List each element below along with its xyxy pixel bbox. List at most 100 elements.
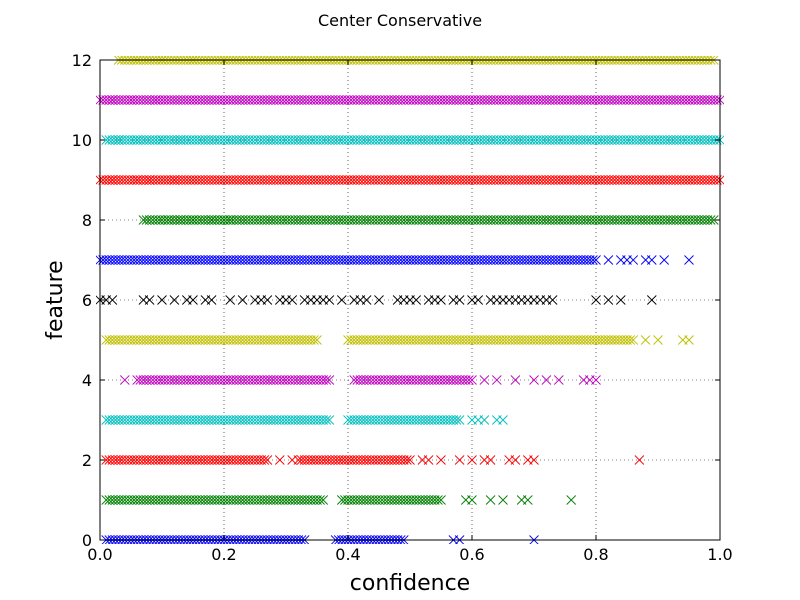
- series-feature-5: [101, 335, 694, 345]
- data-point: [188, 295, 198, 305]
- data-point: [132, 175, 143, 185]
- data-point: [321, 375, 332, 385]
- data-point: [646, 295, 657, 305]
- data-point: [157, 135, 167, 145]
- data-point: [309, 335, 319, 345]
- data-point: [510, 455, 521, 465]
- y-tick-label: 2: [82, 451, 92, 470]
- data-point: [529, 455, 539, 465]
- data-point: [510, 375, 521, 385]
- chart-title: Center Conservative: [318, 11, 482, 30]
- data-point: [646, 255, 657, 265]
- data-point: [324, 415, 335, 425]
- data-point: [485, 455, 496, 465]
- data-point: [467, 455, 477, 465]
- data-point: [113, 135, 124, 145]
- data-point: [522, 495, 533, 505]
- series-feature-9: [96, 175, 724, 185]
- data-point: [315, 495, 325, 505]
- series-feature-7: [96, 255, 694, 265]
- data-point: [634, 455, 645, 465]
- data-point: [126, 95, 136, 105]
- data-point: [553, 375, 564, 385]
- data-point: [603, 255, 614, 265]
- data-point: [157, 295, 167, 305]
- data-point: [318, 495, 329, 505]
- data-point: [454, 295, 465, 305]
- data-point: [225, 215, 236, 225]
- data-point: [615, 295, 626, 305]
- data-point: [287, 455, 298, 465]
- data-point: [336, 295, 347, 305]
- data-point: [467, 495, 477, 505]
- data-point: [541, 375, 552, 385]
- data-point: [479, 375, 490, 385]
- series-feature-8: [138, 215, 719, 225]
- y-tick-label: 10: [72, 131, 92, 150]
- data-point: [591, 295, 601, 305]
- data-point: [119, 375, 130, 385]
- data-point: [132, 135, 143, 145]
- y-tick-label: 6: [82, 291, 92, 310]
- data-point: [188, 215, 198, 225]
- data-point: [423, 455, 434, 465]
- series-feature-11: [96, 95, 724, 105]
- data-point: [324, 295, 335, 305]
- data-point: [591, 255, 601, 265]
- data-point: [479, 415, 490, 425]
- data-point: [175, 135, 186, 145]
- data-point: [529, 375, 539, 385]
- data-point: [262, 455, 273, 465]
- y-tick-label: 0: [82, 531, 92, 550]
- data-point: [659, 255, 670, 265]
- data-point: [708, 215, 719, 225]
- data-point: [324, 375, 335, 385]
- data-point: [321, 415, 332, 425]
- x-tick-label: 0.2: [211, 545, 236, 564]
- data-point: [206, 215, 217, 225]
- data-point: [566, 495, 577, 505]
- data-point: [274, 455, 285, 465]
- data-point: [225, 295, 236, 305]
- data-point: [603, 295, 614, 305]
- data-point: [402, 455, 412, 465]
- x-tick-label: 0.4: [335, 545, 360, 564]
- data-point: [498, 415, 508, 425]
- series-feature-4: [119, 375, 601, 385]
- data-point: [436, 495, 446, 505]
- data-point: [262, 295, 273, 305]
- data-point: [169, 175, 180, 185]
- data-point: [259, 455, 270, 465]
- data-point: [684, 255, 694, 265]
- data-point: [107, 95, 118, 105]
- data-point: [287, 295, 298, 305]
- x-tick-label: 0.6: [459, 545, 484, 564]
- data-point: [625, 335, 635, 345]
- x-tick-label: 0.8: [583, 545, 608, 564]
- data-point: [451, 415, 462, 425]
- data-point: [436, 295, 446, 305]
- series-feature-1: [101, 495, 577, 505]
- data-point: [405, 455, 415, 465]
- y-axis-label: feature: [43, 260, 68, 339]
- y-tick-label: 12: [72, 51, 92, 70]
- series-feature-2: [101, 455, 645, 465]
- data-point: [547, 295, 558, 305]
- data-point: [169, 295, 180, 305]
- data-point: [588, 255, 598, 265]
- data-point: [175, 215, 186, 225]
- data-point: [454, 455, 465, 465]
- data-point: [361, 295, 372, 305]
- data-point: [628, 255, 639, 265]
- data-point: [454, 415, 465, 425]
- data-points: [96, 56, 724, 544]
- data-point: [150, 95, 161, 105]
- data-point: [498, 495, 508, 505]
- data-point: [107, 295, 118, 305]
- data-point: [144, 175, 155, 185]
- data-point: [653, 335, 663, 345]
- x-axis-label: confidence: [350, 571, 470, 596]
- data-point: [237, 295, 248, 305]
- data-point: [433, 495, 443, 505]
